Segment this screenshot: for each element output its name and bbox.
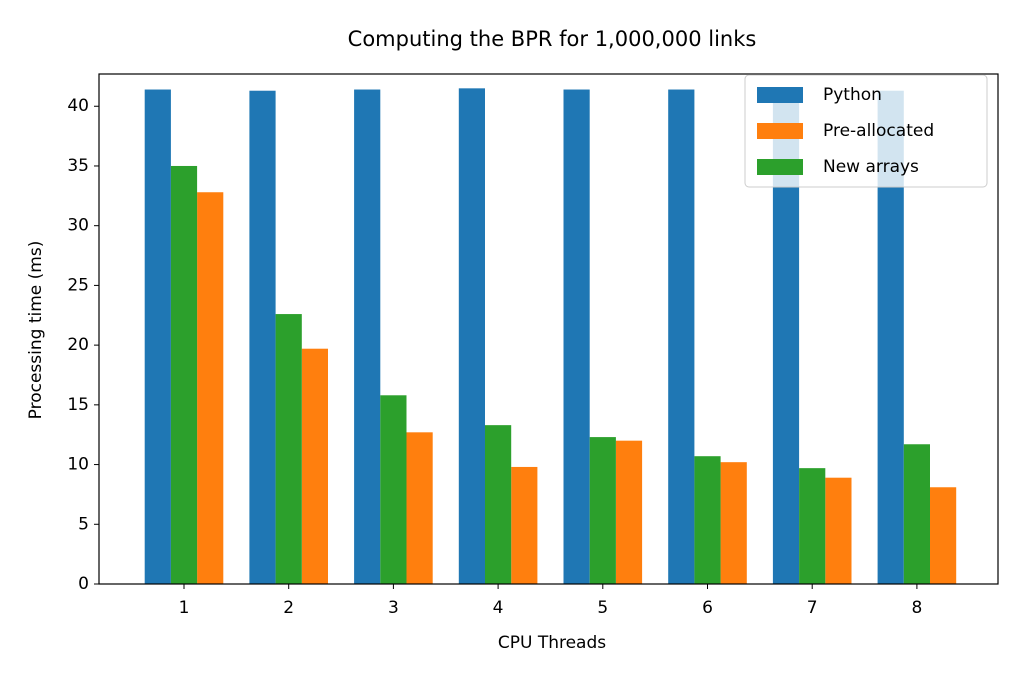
- bar: [144, 89, 171, 585]
- bar: [615, 440, 643, 584]
- y-tick-label: 0: [78, 574, 89, 594]
- bar: [799, 468, 826, 584]
- y-tick-label: 30: [67, 216, 89, 236]
- legend-swatch: [757, 159, 803, 175]
- x-tick-label: 7: [807, 598, 818, 618]
- y-axis-label: Processing time (ms): [26, 241, 46, 420]
- legend-box: [744, 74, 988, 188]
- x-tick-label: 1: [179, 598, 190, 618]
- legend-swatch: [757, 123, 803, 139]
- x-tick-label: 8: [911, 598, 922, 618]
- bar: [720, 462, 747, 584]
- x-tick-label: 3: [388, 598, 399, 618]
- y-tick-label: 35: [67, 156, 89, 176]
- x-tick-label: 6: [702, 598, 713, 618]
- bar: [170, 165, 198, 584]
- legend-label: Pre-allocated: [823, 121, 934, 141]
- bar: [511, 466, 538, 584]
- bar: [930, 487, 957, 584]
- x-tick-label: 2: [283, 598, 294, 618]
- y-tick-label: 40: [67, 96, 89, 116]
- y-tick-label: 10: [67, 455, 89, 475]
- plot-frame: [98, 73, 999, 585]
- bar: [301, 348, 328, 584]
- x-tick-label: 4: [493, 598, 504, 618]
- legend-swatch: [757, 87, 803, 103]
- bar: [380, 395, 407, 584]
- bar: [406, 432, 433, 584]
- bar: [563, 89, 590, 585]
- legend-label: Python: [823, 85, 882, 105]
- bar: [485, 425, 512, 584]
- bar: [354, 89, 381, 585]
- bar: [903, 444, 930, 584]
- x-axis-label: CPU Threads: [498, 633, 606, 653]
- y-tick-label: 15: [67, 395, 89, 415]
- chart-title: Computing the BPR for 1,000,000 links: [348, 27, 757, 51]
- bar: [825, 477, 852, 584]
- y-tick-label: 5: [78, 514, 89, 534]
- bar: [668, 89, 695, 585]
- y-tick-label: 20: [67, 335, 89, 355]
- y-tick-label: 25: [67, 275, 89, 295]
- bar: [275, 314, 302, 584]
- bar: [694, 456, 721, 584]
- legend-label: New arrays: [823, 157, 919, 177]
- bar: [589, 437, 616, 584]
- bar: [458, 88, 485, 584]
- x-tick-label: 5: [597, 598, 608, 618]
- bar: [197, 192, 224, 584]
- bar: [249, 90, 276, 584]
